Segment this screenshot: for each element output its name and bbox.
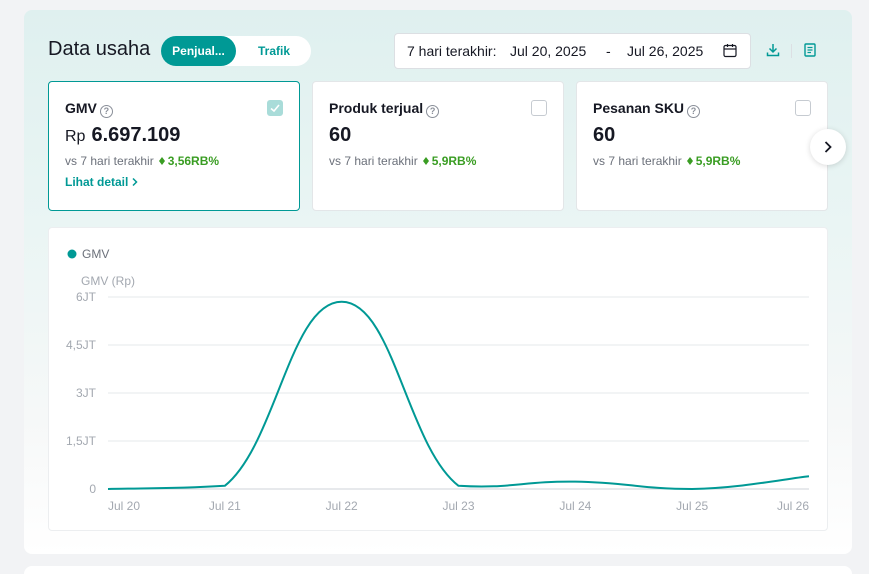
x-tick-label: Jul 26	[777, 499, 809, 513]
x-tick-label: Jul 24	[559, 499, 591, 513]
metric-checkbox[interactable]	[267, 100, 283, 116]
date-start[interactable]: Jul 20, 2025	[510, 43, 587, 59]
legend-marker	[67, 249, 77, 259]
report-icon[interactable]	[803, 43, 817, 57]
question-circle-icon[interactable]: ?	[426, 105, 440, 118]
next-metrics-button[interactable]	[810, 129, 846, 165]
metric-value-number: 6.697.109	[91, 124, 181, 146]
metric-value: 60	[329, 124, 351, 147]
check-icon	[270, 104, 280, 113]
metric-value-number: 60	[593, 124, 616, 146]
metric-title: GMV?	[65, 100, 113, 118]
legend-label: GMV	[82, 247, 109, 261]
y-tick-label: 4,5JT	[66, 338, 97, 352]
metric-checkbox[interactable]	[531, 100, 547, 116]
x-tick-label: Jul 25	[676, 499, 708, 513]
currency-prefix: Rp	[65, 128, 86, 145]
view-detail-link[interactable]: Lihat detail	[65, 175, 139, 189]
x-tick-label: Jul 23	[442, 499, 474, 513]
date-range-picker[interactable]: 7 hari terakhir: Jul 20, 2025 - Jul 26, …	[394, 33, 751, 69]
x-tick-label: Jul 21	[209, 499, 241, 513]
y-axis-label: GMV (Rp)	[81, 274, 135, 288]
gmv-chart-card: GMV GMV (Rp) 0 1,5JT 3JT 4,5JT 6JT Jul 20 Jul 21…	[48, 227, 828, 531]
y-tick-label: 0	[89, 482, 96, 496]
date-separator: -	[606, 43, 611, 59]
tab-sales[interactable]: Penjual...	[161, 36, 236, 66]
metric-card-gmv[interactable]: GMV? Rp 6.697.109 vs 7 hari terakhir 3,56R…	[48, 81, 300, 211]
y-tick-label: 1,5JT	[66, 434, 97, 448]
metric-compare: vs 7 hari terakhir 3,56RB%	[65, 154, 220, 168]
metric-value: 60	[593, 124, 615, 147]
tab-traffic[interactable]: Trafik	[257, 44, 290, 58]
gmv-series-line	[107, 300, 810, 491]
up-arrow-icon	[686, 157, 693, 165]
metric-card-sku-orders[interactable]: Pesanan SKU? 60 vs 7 hari terakhir 5,9RB%	[576, 81, 828, 211]
metric-delta: 5,9RB%	[686, 154, 740, 168]
metric-delta: 5,9RB%	[422, 154, 476, 168]
toolbar-divider	[791, 44, 792, 58]
y-tick-label: 6JT	[76, 290, 97, 304]
date-end[interactable]: Jul 26, 2025	[627, 43, 704, 59]
up-arrow-icon	[422, 157, 429, 165]
metric-value: Rp 6.697.109	[65, 124, 180, 147]
metric-delta: 3,56RB%	[158, 154, 219, 168]
metric-title: Produk terjual?	[329, 100, 440, 118]
metric-card-products-sold[interactable]: Produk terjual? 60 vs 7 hari terakhir 5,9…	[312, 81, 564, 211]
y-tick-label: 3JT	[76, 386, 97, 400]
calendar-icon[interactable]	[723, 43, 737, 58]
metric-compare: vs 7 hari terakhir 5,9RB%	[593, 154, 741, 168]
date-range-label: 7 hari terakhir:	[407, 43, 497, 59]
question-circle-icon[interactable]: ?	[99, 105, 113, 118]
data-type-toggle: Penjual... Trafik	[161, 36, 311, 66]
chevron-right-icon	[132, 177, 138, 187]
metric-checkbox[interactable]	[795, 100, 811, 116]
chevron-right-icon	[824, 141, 832, 153]
download-icon[interactable]	[766, 43, 780, 57]
up-arrow-icon	[158, 157, 165, 165]
next-section-edge	[24, 566, 852, 574]
metric-title: Pesanan SKU?	[593, 100, 701, 118]
gmv-line-chart: GMV GMV (Rp) 0 1,5JT 3JT 4,5JT 6JT Jul 20 Jul 21…	[66, 247, 810, 513]
question-circle-icon[interactable]: ?	[687, 105, 701, 118]
metric-compare: vs 7 hari terakhir 5,9RB%	[329, 154, 477, 168]
x-tick-label: Jul 22	[326, 499, 358, 513]
metric-value-number: 60	[329, 124, 352, 146]
x-tick-label: Jul 20	[108, 499, 140, 513]
page-title: Data usaha	[48, 38, 151, 60]
